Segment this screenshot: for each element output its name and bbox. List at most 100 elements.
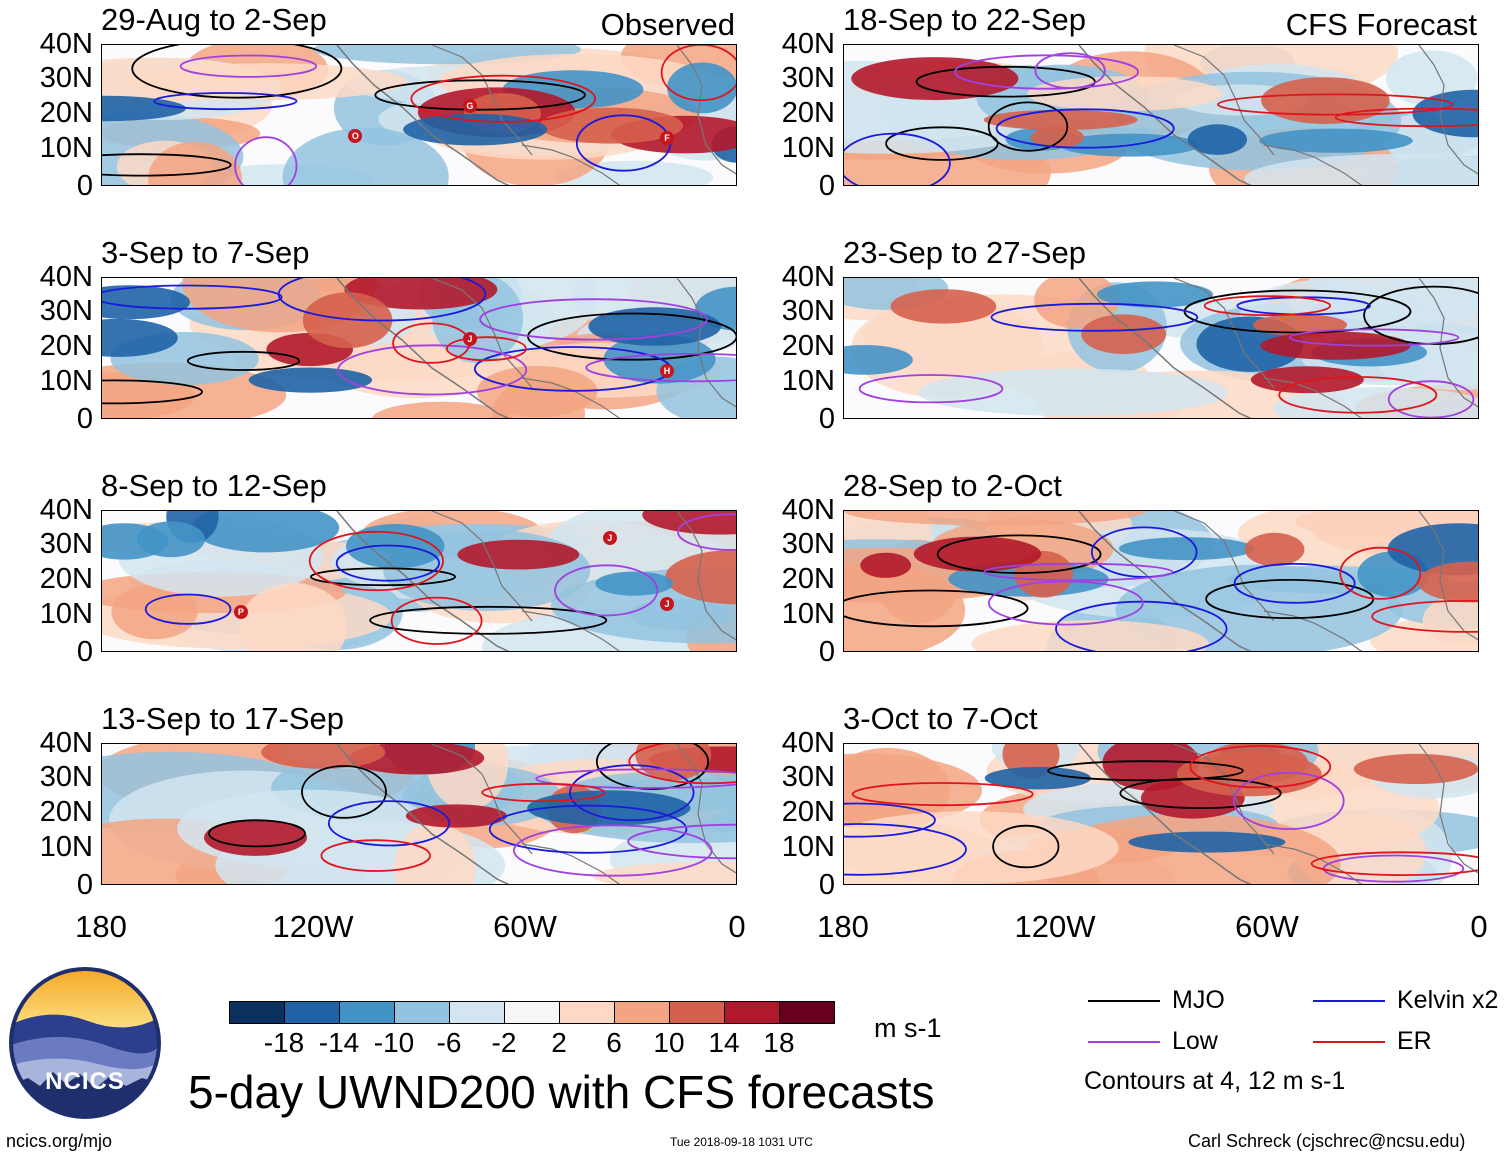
legend-note: Contours at 4, 12 m s-1: [1084, 1067, 1346, 1095]
panel-title: 8-Sep to 12-Sep: [101, 468, 327, 503]
lon-tick-label: 0: [728, 909, 746, 944]
lat-tick-label: 20N: [781, 796, 835, 828]
colorbar-tick-label: -2: [491, 1027, 517, 1058]
storm-marker-icon: H: [660, 363, 675, 378]
map-panel: [101, 277, 737, 419]
legend-line: [1313, 1000, 1385, 1002]
lat-tick-label: 10N: [39, 598, 93, 630]
colorbar-swatch: [284, 1001, 340, 1024]
lat-tick-label: 10N: [781, 365, 835, 397]
lat-tick-label: 30N: [781, 761, 835, 793]
lat-tick-label: 0: [76, 170, 93, 202]
storm-marker-icon: J: [462, 332, 477, 347]
lon-tick-label: 180: [817, 909, 869, 944]
legend-label: MJO: [1172, 986, 1225, 1014]
lat-tick-label: 30N: [781, 528, 835, 560]
legend-label: Low: [1172, 1027, 1218, 1055]
colorbar-tick-label: 2: [551, 1027, 567, 1058]
lon-tick-label: 120W: [1014, 909, 1096, 944]
legend-label: ER: [1397, 1027, 1432, 1055]
storm-marker-icon: P: [233, 605, 248, 620]
colorbar-swatch: [669, 1001, 725, 1024]
lat-tick-label: 0: [818, 869, 835, 901]
lat-tick-label: 40N: [781, 28, 835, 60]
lat-tick-label: 20N: [781, 97, 835, 129]
lat-tick-label: 10N: [39, 365, 93, 397]
storm-marker-icon: F: [660, 130, 675, 145]
lat-tick-label: 40N: [39, 727, 93, 759]
storm-marker-icon: J: [660, 596, 675, 611]
main-title: 5-day UWND200 with CFS forecasts: [188, 1066, 935, 1118]
lat-tick-label: 40N: [781, 494, 835, 526]
map-panel: [101, 510, 737, 652]
lat-tick-label: 20N: [39, 330, 93, 362]
lat-tick-label: 20N: [39, 563, 93, 595]
lat-tick-label: 20N: [39, 97, 93, 129]
lat-tick-label: 10N: [39, 831, 93, 863]
map-panel: [843, 277, 1479, 419]
colorbar-swatch: [339, 1001, 395, 1024]
colorbar-swatch: [229, 1001, 285, 1024]
lat-tick-label: 40N: [781, 261, 835, 293]
lat-tick-label: 20N: [39, 796, 93, 828]
lat-tick-label: 0: [76, 636, 93, 668]
panel-title: 13-Sep to 17-Sep: [101, 701, 345, 736]
lat-tick-label: 40N: [781, 727, 835, 759]
lat-tick-label: 30N: [39, 295, 93, 327]
lat-tick-label: 40N: [39, 28, 93, 60]
lat-tick-label: 0: [818, 170, 835, 202]
legend-line: [1088, 1000, 1160, 1002]
legend-line: [1088, 1041, 1160, 1043]
lon-tick-label: 0: [1470, 909, 1488, 944]
panel-title: 29-Aug to 2-Sep: [101, 2, 327, 37]
panel-title: 18-Sep to 22-Sep: [843, 2, 1087, 37]
lat-tick-label: 30N: [39, 62, 93, 94]
legend-label: Kelvin x2: [1397, 986, 1499, 1014]
colorbar-tick-label: 14: [708, 1027, 740, 1058]
lat-tick-label: 0: [76, 869, 93, 901]
panel-title: 3-Sep to 7-Sep: [101, 235, 310, 270]
storm-marker-icon: O: [348, 129, 363, 144]
lat-tick-label: 10N: [781, 132, 835, 164]
lat-tick-label: 10N: [781, 598, 835, 630]
colorbar-swatch: [559, 1001, 615, 1024]
colorbar-swatch: [724, 1001, 780, 1024]
colorbar-tick-label: -10: [373, 1027, 415, 1058]
lon-tick-label: 180: [75, 909, 127, 944]
ncics-logo: NCICS: [8, 966, 162, 1120]
lon-tick-label: 120W: [272, 909, 354, 944]
lat-tick-label: 20N: [781, 563, 835, 595]
lon-tick-label: 60W: [1235, 909, 1299, 944]
lat-tick-label: 30N: [39, 761, 93, 793]
lat-tick-label: 40N: [39, 494, 93, 526]
panel-title: 28-Sep to 2-Oct: [843, 468, 1062, 503]
lat-tick-label: 30N: [39, 528, 93, 560]
colorbar-swatch: [779, 1001, 835, 1024]
storm-marker-icon: G: [462, 99, 477, 114]
lat-tick-label: 30N: [781, 295, 835, 327]
colorbar-swatch: [504, 1001, 560, 1024]
panel-tag: CFS Forecast: [1285, 7, 1477, 42]
map-panel: [843, 44, 1479, 186]
legend-line: [1313, 1041, 1385, 1043]
colorbar-swatch: [449, 1001, 505, 1024]
logo-text: NCICS: [45, 1068, 125, 1095]
footer-author: Carl Schreck (cjschrec@ncsu.edu): [1188, 1131, 1466, 1151]
lat-tick-label: 10N: [781, 831, 835, 863]
lat-tick-label: 10N: [39, 132, 93, 164]
lat-tick-label: 40N: [39, 261, 93, 293]
colorbar-tick-label: 6: [606, 1027, 622, 1058]
lat-tick-label: 0: [818, 403, 835, 435]
lat-tick-label: 30N: [781, 62, 835, 94]
colorbar-swatch: [614, 1001, 670, 1024]
panel-title: 3-Oct to 7-Oct: [843, 701, 1038, 736]
map-panel: [101, 743, 737, 885]
colorbar-tick-label: -18: [263, 1027, 305, 1058]
colorbar-units: m s-1: [874, 1013, 942, 1043]
panel-tag: Observed: [600, 7, 735, 42]
footer-url[interactable]: ncics.org/mjo: [6, 1131, 113, 1151]
lat-tick-label: 0: [818, 636, 835, 668]
lon-tick-label: 60W: [493, 909, 557, 944]
panel-title: 23-Sep to 27-Sep: [843, 235, 1087, 270]
map-panel: [101, 44, 737, 186]
